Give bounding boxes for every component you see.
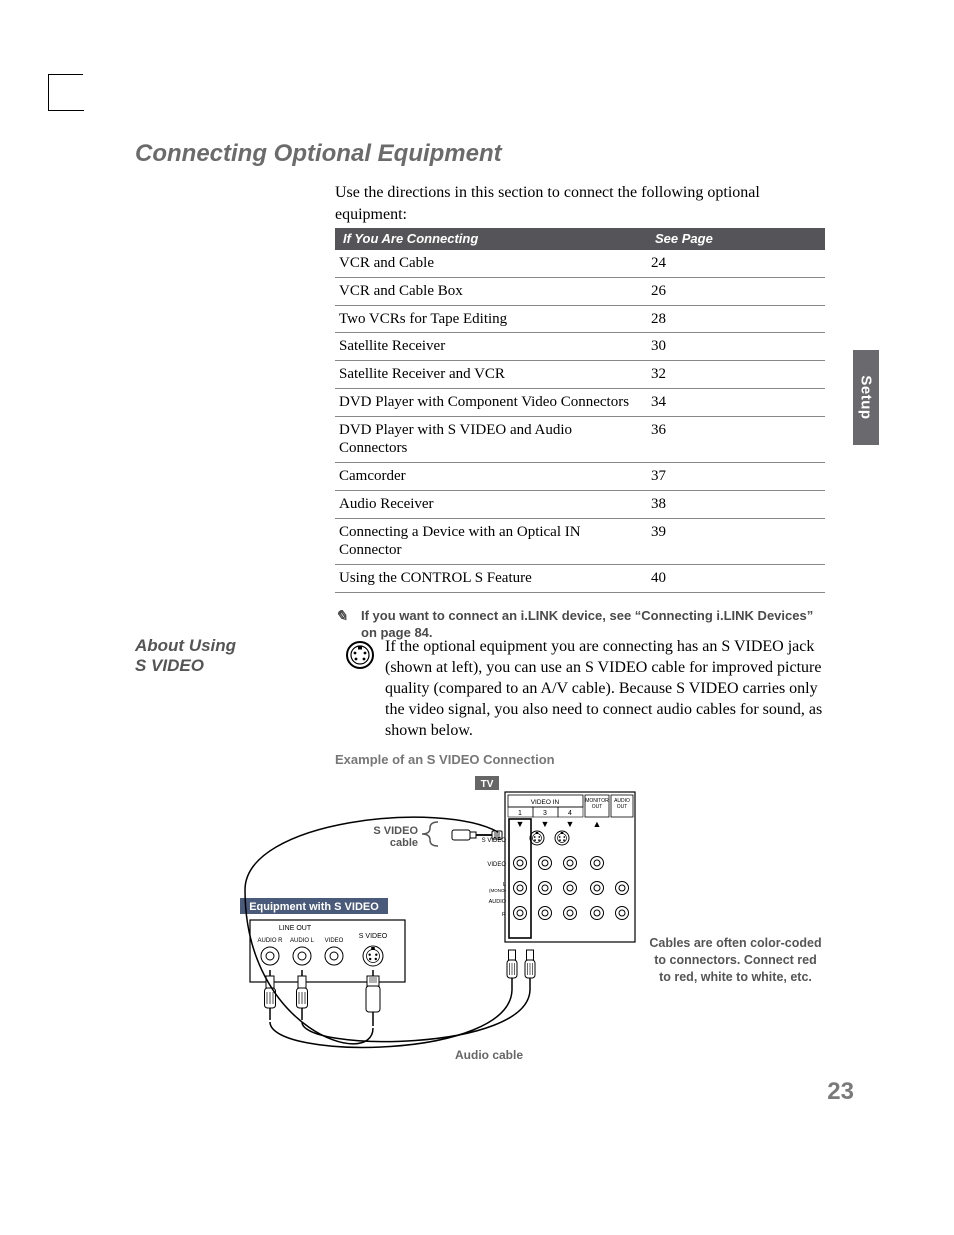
table-row: Connecting a Device with an Optical IN C… (335, 518, 825, 565)
cell-item: VCR and Cable Box (335, 277, 647, 305)
cell-item: Satellite Receiver and VCR (335, 361, 647, 389)
svg-text:R: R (502, 912, 506, 918)
equipment-panel: LINE OUT AUDIO R AUDIO L VIDEO S VIDEO (250, 920, 405, 982)
cell-item: Using the CONTROL S Feature (335, 565, 647, 593)
connection-table: If You Are Connecting See Page VCR and C… (335, 228, 825, 593)
cell-page: 36 (647, 416, 825, 463)
svg-text:cable: cable (390, 837, 418, 849)
table-row: Using the CONTROL S Feature40 (335, 565, 825, 593)
table-row: Camcorder37 (335, 463, 825, 491)
svideo-body-text: If the optional equipment you are connec… (385, 636, 825, 742)
connection-table-wrap: If You Are Connecting See Page VCR and C… (335, 228, 825, 642)
col-header-item: If You Are Connecting (335, 228, 647, 250)
color-code-tip: Cables are often color-coded to connecto… (648, 935, 823, 986)
svg-text:VIDEO IN: VIDEO IN (531, 799, 560, 806)
svg-text:3: 3 (543, 810, 547, 817)
table-row: Satellite Receiver and VCR32 (335, 361, 825, 389)
tv-label: TV (481, 779, 494, 790)
col-header-page: See Page (647, 228, 825, 250)
cell-page: 32 (647, 361, 825, 389)
page-title: Connecting Optional Equipment (135, 140, 502, 168)
cell-page: 38 (647, 490, 825, 518)
table-row: DVD Player with Component Video Connecto… (335, 388, 825, 416)
svideo-plug-icon (452, 830, 502, 840)
chapter-tab-label: Setup (858, 375, 875, 419)
svg-text:▼: ▼ (566, 819, 575, 829)
chapter-tab: Setup (853, 350, 879, 445)
table-row: VCR and Cable24 (335, 250, 825, 277)
cell-page: 26 (647, 277, 825, 305)
svideo-plug-vertical-icon (366, 970, 380, 1026)
table-row: Satellite Receiver30 (335, 333, 825, 361)
cell-page: 37 (647, 463, 825, 491)
table-row: DVD Player with S VIDEO and Audio Connec… (335, 416, 825, 463)
example-caption: Example of an S VIDEO Connection (335, 752, 555, 767)
equipment-label: Equipment with S VIDEO (249, 901, 379, 913)
svg-text:S VIDEO: S VIDEO (373, 825, 418, 837)
cell-item: Audio Receiver (335, 490, 647, 518)
pencil-icon: ✎ (335, 607, 348, 627)
svideo-connection-diagram: TV VIDEO IN MONITOR OUT AUDIO OUT 1 3 4 (240, 770, 840, 1070)
svg-text:▼: ▼ (516, 819, 525, 829)
svg-text:VIDEO: VIDEO (325, 938, 344, 944)
svg-text:(MONO): (MONO) (489, 888, 506, 893)
cell-page: 28 (647, 305, 825, 333)
note-text-1: If you want to connect an i.LINK device,… (361, 608, 635, 623)
sub-heading-svideo: About Using S VIDEO (135, 636, 305, 677)
tv-panel: VIDEO IN MONITOR OUT AUDIO OUT 1 3 4 ▼ ▼… (482, 792, 635, 942)
svg-text:OUT: OUT (617, 804, 628, 810)
table-row: VCR and Cable Box26 (335, 277, 825, 305)
cell-item: VCR and Cable (335, 250, 647, 277)
svg-text:AUDIO R: AUDIO R (257, 938, 283, 944)
crop-mark (48, 75, 84, 111)
page-number: 23 (827, 1078, 854, 1106)
table-row: Audio Receiver38 (335, 490, 825, 518)
svg-text:LINE OUT: LINE OUT (279, 925, 312, 932)
cell-item: Two VCRs for Tape Editing (335, 305, 647, 333)
rca-plug-icon (297, 970, 308, 1020)
audio-cable-label: Audio cable (455, 1048, 523, 1062)
cell-page: 40 (647, 565, 825, 593)
cell-item: Camcorder (335, 463, 647, 491)
svg-text:4: 4 (568, 810, 572, 817)
cell-item: DVD Player with S VIDEO and Audio Connec… (335, 416, 647, 463)
note-text-2: “Connecting i.LINK Devices” (635, 608, 813, 623)
svg-text:AUDIO: AUDIO (489, 899, 507, 905)
cell-page: 34 (647, 388, 825, 416)
cell-item: DVD Player with Component Video Connecto… (335, 388, 647, 416)
svg-text:VIDEO: VIDEO (487, 862, 506, 868)
cell-page: 39 (647, 518, 825, 565)
cell-item: Connecting a Device with an Optical IN C… (335, 518, 647, 565)
svg-text:1: 1 (518, 810, 522, 817)
cell-page: 30 (647, 333, 825, 361)
rca-plug-icon (507, 950, 517, 978)
svideo-jack-icon (345, 640, 375, 675)
rca-plug-icon (525, 950, 535, 978)
svg-text:▼: ▼ (541, 819, 550, 829)
svg-text:OUT: OUT (592, 804, 603, 810)
svg-text:S VIDEO: S VIDEO (359, 933, 388, 940)
cell-item: Satellite Receiver (335, 333, 647, 361)
table-row: Two VCRs for Tape Editing28 (335, 305, 825, 333)
cell-page: 24 (647, 250, 825, 277)
svg-text:▲: ▲ (593, 819, 602, 829)
svg-text:AUDIO L: AUDIO L (290, 938, 315, 944)
intro-text: Use the directions in this section to co… (335, 182, 795, 225)
page: Connecting Optional Equipment Use the di… (0, 0, 954, 1235)
